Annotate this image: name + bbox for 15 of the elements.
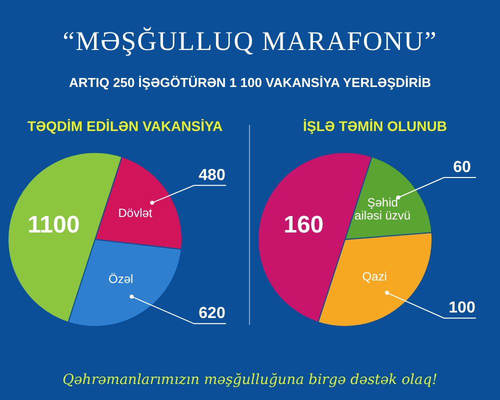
slice-label: Qazi	[362, 269, 387, 284]
data-label: 1100	[28, 212, 80, 239]
data-label: 480	[198, 166, 226, 184]
slice-label: Dövlət	[118, 206, 153, 220]
data-label: 60	[453, 158, 471, 176]
data-label: 620	[198, 305, 226, 322]
text: “MƏŞĞULLUQ MARAFONU”	[62, 26, 438, 57]
text: ARTIQ 250 İŞƏGÖTÜRƏN 1 100 VAKANSİYA YERLƏŞDİRİB	[68, 74, 432, 92]
chart-title: İŞLƏ TƏMİN OLUNUB	[302, 118, 448, 136]
slice-label: Şəhid ailəsi üzvü	[354, 196, 411, 223]
slice-label: Özəl	[108, 272, 134, 286]
text: Qəhrəmanlarımızın məşğulluğuna birgə dəstək olaq!	[62, 372, 438, 388]
chart-title: TƏQDİM EDİLƏN VAKANSİYA	[26, 118, 224, 136]
data-label: 100	[448, 299, 476, 316]
data-label: 160	[284, 212, 324, 239]
